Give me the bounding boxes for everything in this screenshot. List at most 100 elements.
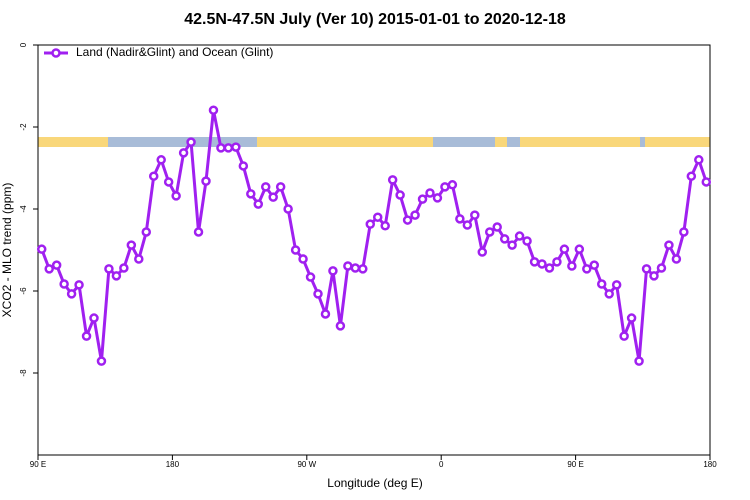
legend-marker [51, 48, 61, 58]
data-point [156, 155, 166, 165]
data-point [104, 264, 114, 274]
data-point [664, 240, 674, 250]
data-point [440, 182, 450, 192]
data-point [111, 271, 122, 281]
data-point [589, 260, 600, 270]
data-point [604, 289, 614, 299]
data-point [89, 313, 99, 323]
data-point [567, 261, 577, 271]
y-tick-label: -2 [19, 123, 28, 131]
data-point [529, 257, 540, 267]
data-point [74, 280, 84, 290]
data-point [559, 244, 570, 254]
x-tick-label: 90 W [297, 460, 316, 469]
data-point [208, 105, 219, 115]
data-point [335, 321, 346, 331]
data-point [358, 264, 368, 274]
data-point [231, 142, 241, 152]
data-point [395, 190, 405, 200]
data-point [694, 155, 704, 165]
data-point [51, 260, 62, 270]
y-axis-label: XCO2 - MLO trend (ppm) [0, 183, 14, 318]
x-axis-label: Longitude (deg E) [327, 476, 422, 490]
data-point [574, 244, 585, 254]
data-point [350, 263, 361, 273]
data-point [96, 356, 107, 366]
data-point [141, 227, 152, 237]
data-point [537, 259, 547, 269]
data-point [223, 143, 234, 153]
land-strip [38, 137, 108, 147]
land-strip [257, 137, 433, 147]
data-point [499, 234, 510, 244]
data-point [470, 210, 480, 220]
legend: Land (Nadir&Glint) and Ocean (Glint) [44, 45, 273, 59]
data-point [417, 194, 428, 204]
data-point [320, 309, 331, 319]
data-point [268, 192, 278, 202]
data-point [596, 279, 607, 289]
x-tick-label: 90 E [567, 460, 583, 469]
land-strip [645, 137, 710, 147]
data-point [552, 257, 562, 267]
data-point [365, 219, 376, 229]
data-point [626, 313, 637, 323]
data-point [328, 266, 338, 276]
data-point [178, 148, 189, 158]
data-point [343, 261, 353, 271]
x-tick-label: 90 E [30, 460, 46, 469]
series-line [40, 108, 708, 363]
data-point [432, 193, 443, 203]
data-point [619, 331, 629, 341]
data-point [163, 177, 174, 187]
data-point [238, 161, 249, 171]
data-point [290, 245, 301, 255]
data-point [171, 191, 181, 201]
plot-frame [37, 44, 711, 456]
data-point [484, 227, 495, 237]
data-point [193, 227, 204, 237]
data-point [402, 215, 413, 225]
data-point [275, 182, 286, 192]
data-point [148, 171, 159, 181]
data-point [425, 188, 435, 198]
data-point [582, 264, 592, 274]
data-point [447, 180, 458, 190]
y-tick-label: -6 [19, 287, 28, 295]
data-point [611, 280, 622, 290]
data-point [119, 263, 129, 273]
data-point [507, 240, 517, 250]
data-point [387, 175, 398, 185]
data-point [201, 176, 211, 186]
y-tick-label: -4 [19, 205, 28, 213]
data-point [641, 264, 652, 274]
data-point [253, 199, 264, 209]
data-point [671, 254, 682, 264]
data-point [649, 271, 659, 281]
y-tick-label: 0 [19, 42, 28, 47]
land-strip [495, 137, 507, 147]
data-point [634, 356, 644, 366]
data-point [686, 171, 697, 181]
x-tick-label: 180 [703, 460, 717, 469]
data-point [81, 331, 92, 341]
data-point [410, 210, 420, 220]
data-point [260, 182, 271, 192]
data-point [246, 189, 256, 199]
data-point [283, 204, 293, 214]
data-point [492, 222, 502, 232]
x-tick-label: 180 [166, 460, 180, 469]
data-point [701, 177, 712, 187]
data-point [656, 263, 667, 273]
data-point [514, 231, 525, 241]
data-point [186, 137, 196, 147]
data-point [298, 254, 308, 264]
chart-title: 42.5N-47.5N July (Ver 10) 2015-01-01 to … [184, 11, 566, 28]
data-point [380, 221, 390, 231]
data-point [126, 240, 137, 250]
data-point [679, 227, 689, 237]
data-point [59, 279, 69, 289]
data-point [44, 264, 54, 274]
data-point [522, 236, 532, 246]
data-point [544, 263, 555, 273]
